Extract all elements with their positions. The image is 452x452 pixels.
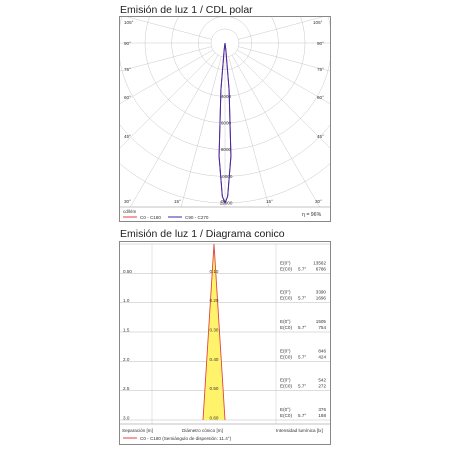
polar-grid-ray	[224, 17, 323, 44]
separation-label: 2.5	[123, 386, 130, 391]
cone-chart-title: Emisión de luz 1 / Diagrama conico	[120, 228, 285, 240]
e0-value: 13562	[313, 260, 326, 265]
radial-tick-label: 12000	[220, 201, 233, 206]
cone-chart-panel: 0.50 0.10 E(0°) 13562 E(C0) 5.7° 6786 1.0 0.20 E(…	[119, 241, 331, 445]
ec-value: 424	[318, 354, 326, 359]
angle-label-left-45: 45°	[124, 134, 131, 139]
angle-label-right-75: 75°	[317, 67, 324, 72]
radial-tick-label: 10000	[220, 174, 233, 179]
separation-label: 1.0	[123, 298, 130, 303]
ec-angle: 5.7°	[298, 384, 306, 389]
cone-labels: 0.50 0.10 E(0°) 13562 E(C0) 5.7° 6786 1.0 0.20 E(…	[123, 260, 326, 420]
e0-label: E(0°)	[280, 290, 291, 295]
ec-label: E(C0)	[280, 296, 292, 301]
efficiency-label: η = 96%	[302, 212, 322, 218]
angle-label-right-90: 90°	[317, 41, 324, 46]
polar-grid-ray	[120, 42, 226, 104]
polar-chart-panel: 105° 105° 90° 75° 60° 45° 90° 75° 60° 45…	[119, 16, 331, 222]
cone-legend-label: C0 - C180 (Semiángulo de dispersión: 11.…	[140, 436, 232, 441]
angle-label-bottom-15-right: 15°	[266, 199, 273, 204]
separation-label: 1.5	[123, 328, 130, 333]
polar-grid-ray	[224, 42, 330, 149]
angle-label-bottom-30-right: 30°	[315, 199, 322, 204]
ec-angle: 5.7°	[298, 354, 306, 359]
ec-value: 6786	[316, 266, 327, 271]
polar-chart-title: Emisión de luz 1 / CDL polar	[120, 4, 253, 16]
e0-label: E(0°)	[280, 348, 291, 353]
x-label-diameter: Diámetro cónico [m]	[182, 428, 223, 433]
angle-label-left-75: 75°	[124, 67, 131, 72]
e0-label: E(0°)	[280, 319, 291, 324]
polar-radial-labels: 4000 6000 8000 10000 12000	[220, 94, 233, 206]
legend-label-c0: C0 - C180	[140, 215, 161, 220]
radial-tick-label: 4000	[221, 94, 232, 99]
polar-grid-ray	[130, 42, 226, 207]
ec-label: E(C0)	[280, 354, 292, 359]
diameter-label: 0.10	[210, 269, 219, 274]
radial-tick-label: 8000	[221, 147, 232, 152]
ec-value: 188	[318, 413, 326, 418]
separation-label: 0.50	[123, 269, 132, 274]
separation-label: 3.0	[123, 416, 130, 421]
x-label-separation: Separación [m]	[122, 428, 153, 433]
ec-angle: 5.7°	[298, 413, 306, 418]
ec-value: 1696	[316, 296, 327, 301]
polar-unit: cd/klm	[123, 209, 136, 214]
polar-chart: 105° 105° 90° 75° 60° 45° 90° 75° 60° 45…	[120, 17, 330, 220]
polar-grid	[120, 17, 330, 207]
ec-angle: 5.7°	[298, 325, 306, 330]
ec-value: 754	[318, 325, 326, 330]
polar-series	[218, 42, 232, 205]
polar-grid-ray	[180, 42, 226, 207]
angle-label-right-45: 45°	[317, 134, 324, 139]
diameter-label: 0.30	[210, 328, 219, 333]
diameter-label: 0.20	[210, 298, 219, 303]
ec-value: 272	[318, 384, 326, 389]
ec-label: E(C0)	[280, 325, 292, 330]
angle-label-bottom-0: 0°	[221, 199, 226, 204]
e0-label: E(0°)	[280, 407, 291, 412]
polar-angle-labels: 105° 105° 90° 75° 60° 45° 90° 75° 60° 45…	[124, 20, 324, 204]
radial-tick-label: 6000	[221, 121, 232, 126]
ec-label: E(C0)	[280, 266, 292, 271]
diameter-label: 0.40	[210, 357, 219, 362]
ec-angle: 5.7°	[298, 266, 306, 271]
angle-label-left-90: 90°	[124, 41, 131, 46]
e0-value: 376	[318, 407, 326, 412]
legend-label-c90: C90 - C270	[185, 215, 209, 220]
angle-label-bottom-15-left: 15°	[174, 199, 181, 204]
diameter-label: 0.60	[210, 416, 219, 421]
separation-label: 2.0	[123, 357, 130, 362]
e0-label: E(0°)	[280, 378, 291, 383]
cone-rows	[120, 273, 330, 421]
angle-label-top-right: 105°	[313, 20, 323, 25]
cone-shape	[203, 244, 225, 420]
series-c90-c270-line	[218, 42, 232, 205]
angle-label-bottom-30-left: 30°	[124, 199, 131, 204]
cone-chart: 0.50 0.10 E(0°) 13562 E(C0) 5.7° 6786 1.0 0.20 E(…	[120, 243, 330, 441]
ec-angle: 5.7°	[298, 296, 306, 301]
angle-label-right-60: 60°	[317, 95, 324, 100]
polar-grid-ray	[127, 17, 226, 44]
polar-grid-ray	[224, 42, 320, 207]
ec-label: E(C0)	[280, 384, 292, 389]
e0-value: 846	[318, 348, 326, 353]
diameter-label: 0.50	[210, 386, 219, 391]
ec-label: E(C0)	[280, 413, 292, 418]
x-label-intensity: Intensidad lumínica [lx]	[276, 428, 323, 433]
angle-label-top-left: 105°	[124, 20, 134, 25]
cone-edge-left	[202, 243, 215, 421]
polar-grid-ray	[224, 42, 270, 207]
polar-grid-ray	[224, 42, 330, 104]
e0-label: E(0°)	[280, 260, 291, 265]
polar-grid-ray	[224, 42, 330, 72]
angle-label-left-60: 60°	[124, 95, 131, 100]
cone-edge-right	[213, 243, 226, 421]
polar-grid-ray	[120, 42, 226, 149]
e0-value: 3390	[316, 290, 327, 295]
e0-value: 1505	[316, 319, 327, 324]
e0-value: 542	[318, 378, 326, 383]
polar-grid-ray	[120, 42, 226, 72]
